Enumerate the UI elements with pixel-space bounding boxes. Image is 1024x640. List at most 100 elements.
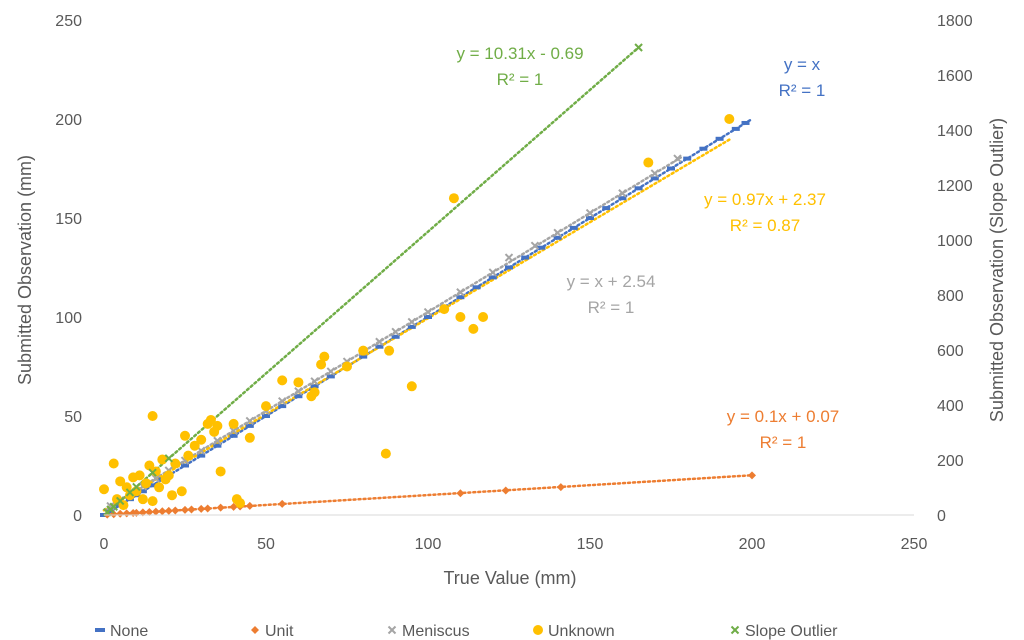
point-none [106,509,115,514]
point-meniscus [530,241,540,250]
point-meniscus [456,288,465,297]
point-unit [216,503,225,512]
point-none [181,463,189,468]
trendline-equation: y = x + 2.54 [567,272,656,291]
point-unknown [183,450,194,461]
x-axis-title: True Value (mm) [443,568,576,588]
point-unknown [468,323,479,334]
point-slope-outlier [125,488,135,497]
legend-marker [387,625,397,635]
point-slope-outlier [132,482,141,492]
point-unit [197,504,206,513]
point-meniscus [504,253,514,262]
point-unit [109,510,118,519]
point-none [310,384,319,389]
point-none [359,354,368,359]
point-unit [278,499,287,508]
point-meniscus [277,396,287,406]
point-none [262,414,270,418]
point-none [472,285,481,290]
x-tick-label: 150 [577,536,604,553]
point-unknown [319,351,330,362]
point-slope-outlier [109,502,118,511]
point-none [521,255,530,260]
point-unknown [180,430,190,441]
y2-tick-label: 400 [937,398,964,415]
trendline-equations: y = x R² = 1 y = 0.1x + 0.07 R² = 1 y = x + … [456,44,839,452]
x-tick-label: 100 [415,536,442,553]
point-unknown [167,490,178,501]
point-meniscus [585,208,595,218]
legend-item: Unknown [533,623,615,640]
point-none [326,374,335,379]
y2-tick-label: 1800 [937,13,973,30]
y2-tick-label: 600 [937,343,964,360]
y-tick-label: 50 [64,409,82,426]
point-unknown [309,387,320,398]
legend-item: Unit [251,623,294,640]
y2-tick-label: 1400 [937,123,973,140]
x-tick-label: 250 [901,536,928,553]
legend-label: Unit [265,623,294,640]
point-unknown [144,460,155,471]
point-unknown [244,432,255,443]
x-tick-label: 0 [100,536,109,553]
point-unit [138,508,147,517]
point-none [391,334,400,339]
y-tick-label: 250 [55,13,82,30]
x-tick-label: 200 [739,536,766,553]
point-meniscus [618,189,627,198]
trendline-r2: R² = 0.87 [730,216,800,235]
tick-labels: 0 50 100 150 200 250 0 50 100 150 200 250 0 200 400 600… [55,13,972,553]
y-tick-label: 0 [73,508,82,525]
point-unit [151,507,160,516]
point-meniscus [650,169,660,178]
point-unknown [147,411,158,421]
point-unknown [342,361,352,372]
point-unit [187,505,196,514]
point-meniscus [229,426,238,436]
legend: None Unit Meniscus Unknown Slope Outlier [95,623,838,640]
point-unknown [189,440,200,451]
point-slope-outlier [148,468,157,477]
point-none [715,136,724,141]
point-none [148,483,157,488]
point-unknown [141,478,152,489]
point-unit [501,486,510,495]
point-none [634,186,643,191]
point-meniscus [310,377,319,386]
point-none [229,433,238,438]
point-none [245,423,254,428]
legend-label: Unknown [548,623,615,640]
point-none [618,196,627,201]
point-unknown [261,401,271,412]
y-axis-title: Submitted Observation (mm) [15,155,35,385]
y2-tick-label: 800 [937,288,964,305]
point-meniscus [213,436,222,445]
legend-marker [730,625,740,635]
point-none [505,265,513,270]
point-unknown [228,418,239,429]
point-unknown [196,434,207,445]
point-unknown [380,448,391,459]
point-meniscus [151,474,161,483]
point-none [537,245,546,250]
point-unit [556,483,565,492]
point-unknown [235,498,246,509]
point-unknown [455,312,466,322]
point-meniscus [375,337,384,346]
point-unit [164,506,173,515]
point-none [699,146,708,151]
trendline-r2: R² = 1 [497,70,544,89]
point-unit [116,509,125,518]
point-none [586,216,594,220]
point-unknown [205,414,216,425]
point-none [569,225,578,230]
point-unknown [448,193,459,204]
y-tick-label: 150 [55,211,82,228]
legend-item: None [95,623,148,640]
point-none [278,404,287,409]
point-unknown [478,312,489,322]
legend-marker [95,628,105,632]
